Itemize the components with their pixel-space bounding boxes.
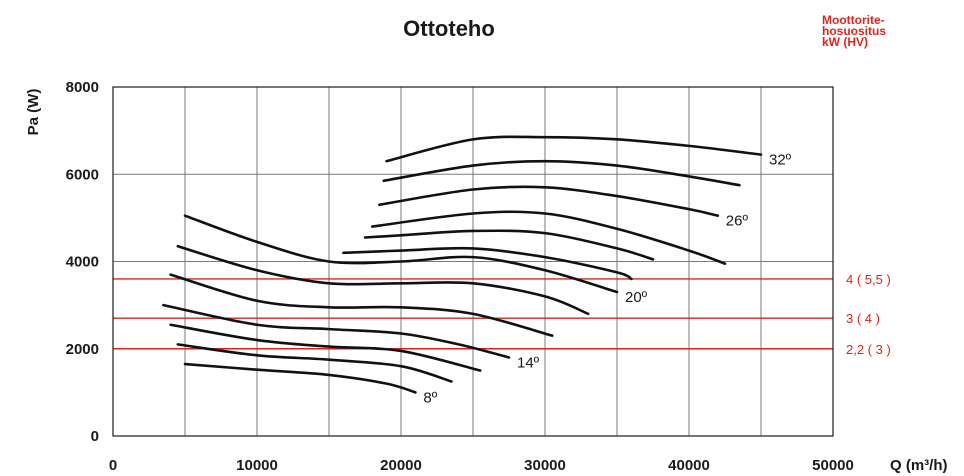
- motor-note-line-2: hosuositus: [822, 24, 886, 38]
- curve-line: [378, 185, 720, 217]
- curve-label: 20º: [625, 289, 648, 306]
- y-axis-label: Pa (W): [25, 89, 42, 136]
- curve-label: 26º: [726, 213, 749, 230]
- plot-frame: [112, 86, 834, 437]
- reference-label: 3 ( 4 ): [846, 311, 880, 326]
- x-tick-label: 20000: [380, 457, 422, 474]
- x-tick-label: 10000: [236, 457, 278, 474]
- x-tick-label: 40000: [668, 457, 710, 474]
- curve-line: [342, 246, 633, 281]
- curve-line: [183, 362, 417, 394]
- y-tick-label: 2000: [66, 341, 99, 358]
- x-tick-label: 50000: [812, 457, 854, 474]
- curve-line: [162, 303, 511, 359]
- y-tick-label: 6000: [66, 166, 99, 183]
- motor-note-line-3: kW (HV): [822, 35, 868, 49]
- curve-line: [382, 159, 741, 187]
- chart-title: Ottoteho: [403, 16, 495, 41]
- curve-line: [176, 343, 453, 383]
- x-axis-label: Q (m³/h): [890, 457, 948, 474]
- curves: 8º 14º 20º 26º 32º: [162, 135, 792, 406]
- curve-line: [183, 214, 619, 294]
- curve-label: 14º: [517, 354, 540, 371]
- curve-label: 32º: [769, 152, 792, 169]
- curve-line: [169, 273, 554, 337]
- curve-line: [176, 244, 590, 316]
- y-tick-label: 8000: [66, 79, 99, 96]
- curve-line: [385, 135, 763, 163]
- reference-label: 4 ( 5,5 ): [846, 272, 891, 287]
- y-tick-label: 0: [91, 428, 99, 445]
- y-tick-label: 4000: [66, 254, 99, 271]
- y-ticks: 0 2000 4000 6000 8000: [66, 79, 99, 445]
- curve-label: 8º: [423, 389, 437, 406]
- curve-line: [363, 229, 655, 261]
- x-tick-label: 0: [109, 457, 117, 474]
- x-tick-label: 30000: [524, 457, 566, 474]
- x-ticks: 0 10000 20000 30000 40000 50000: [109, 457, 854, 474]
- curve-line: [169, 323, 482, 372]
- motor-note-line-1: Moottorite-: [822, 13, 885, 27]
- reference-label: 2,2 ( 3 ): [846, 342, 891, 357]
- curve-line: [370, 210, 727, 265]
- reference-lines: 4 ( 5,5 ) 3 ( 4 ) 2,2 ( 3 ): [113, 272, 891, 357]
